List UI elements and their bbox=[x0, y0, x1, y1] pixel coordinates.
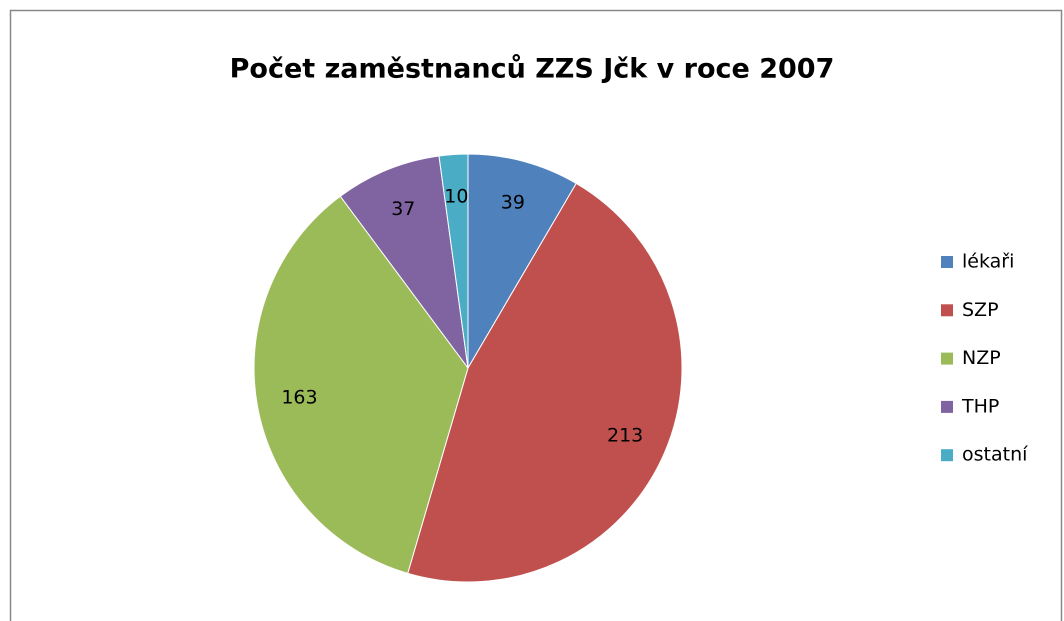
data-label: 163 bbox=[281, 387, 317, 409]
chart-frame bbox=[9, 9, 1063, 621]
legend-swatch bbox=[941, 352, 953, 365]
data-label: 37 bbox=[391, 198, 415, 220]
data-label: 39 bbox=[501, 191, 525, 213]
pie-slice bbox=[467, 153, 577, 370]
legend-swatch bbox=[941, 400, 953, 413]
pie-slice bbox=[253, 195, 469, 574]
legend: lékaři SZP NZP THP ostatní bbox=[941, 251, 1028, 466]
legend-label: THP bbox=[961, 395, 999, 417]
legend-label: NZP bbox=[962, 347, 1001, 369]
legend-label: lékaři bbox=[962, 251, 1014, 273]
legend-swatch bbox=[941, 449, 953, 462]
data-label: 10 bbox=[444, 186, 468, 208]
pie-slice bbox=[438, 153, 469, 369]
legend-label: SZP bbox=[962, 299, 999, 321]
chart-title: Počet zaměstnanců ZZS Jčk v roce 2007 bbox=[230, 54, 835, 85]
pie-slice bbox=[339, 155, 469, 369]
legend-swatch bbox=[941, 304, 953, 317]
data-label: 213 bbox=[607, 424, 643, 446]
legend-swatch bbox=[941, 256, 953, 268]
pie-slice bbox=[407, 182, 683, 583]
legend-label: ostatní bbox=[962, 444, 1028, 466]
pie: 39 213 163 37 10 bbox=[253, 153, 683, 583]
